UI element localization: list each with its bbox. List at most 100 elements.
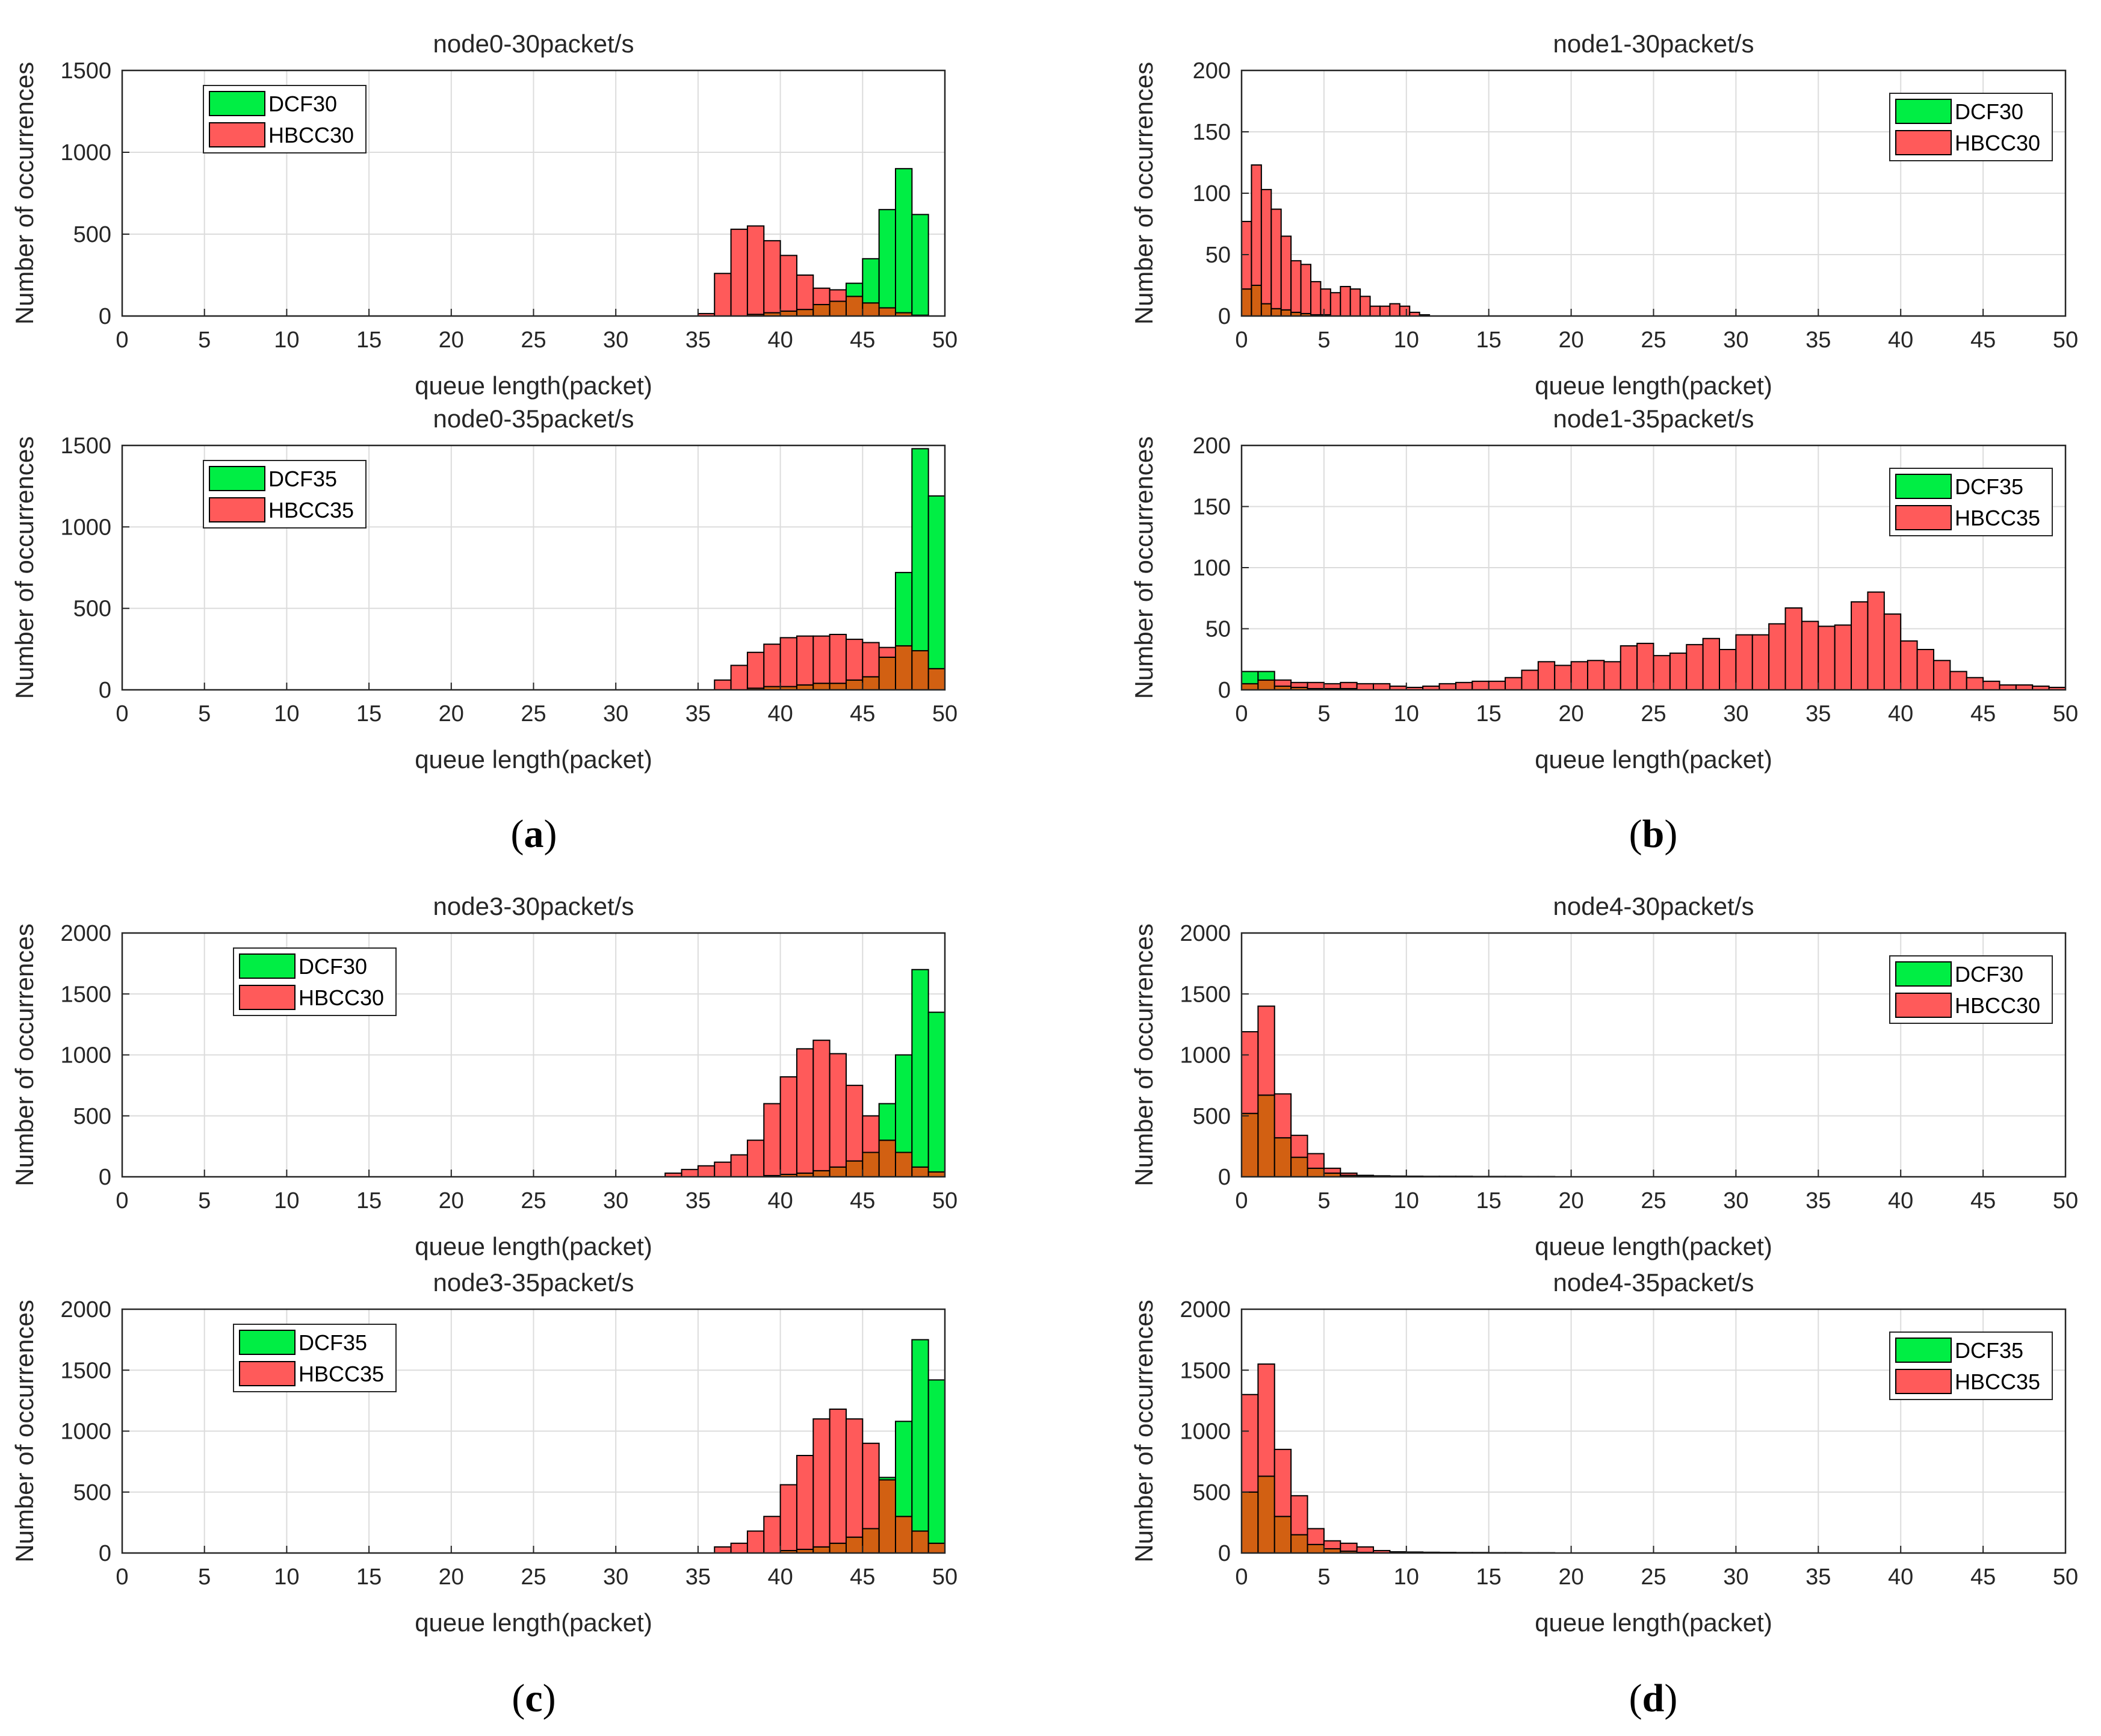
bar-HBCC30 <box>1260 188 1272 305</box>
legend: DCF35 HBCC35 <box>1889 468 2053 536</box>
bar-DCF35 <box>911 448 929 652</box>
bar-HBCC35 <box>1307 1528 1325 1545</box>
x-tick-label: 35 <box>685 701 711 727</box>
y-tick-label: 2000 <box>1180 1297 1231 1322</box>
bar-overlap <box>1273 1137 1292 1177</box>
legend-swatch <box>1895 99 1952 124</box>
bar-HBCC35 <box>1323 1540 1341 1549</box>
x-axis-label: queue length(packet) <box>415 371 652 400</box>
bar-HBCC30 <box>1369 305 1381 317</box>
x-tick-label: 50 <box>2053 1564 2078 1590</box>
y-tick-label: 50 <box>1205 617 1231 642</box>
chart-title: node0-30packet/s <box>433 29 634 58</box>
y-tick-label: 0 <box>1218 1165 1231 1190</box>
bar-overlap <box>1241 683 1259 690</box>
bar-overlap <box>1257 679 1275 691</box>
chart-panels: 0 5 10 15 20 25 30 35 40 45 50050010001500node0-30… <box>10 29 2078 1637</box>
bar-DCF30 <box>911 969 929 1168</box>
legend-label: HBCC30 <box>268 123 354 147</box>
chart-panel-1: 0 5 10 15 20 25 30 35 40 45 50 0 50 100 150 200 node1-30… <box>1130 29 2078 400</box>
x-tick-label: 20 <box>1558 1188 1583 1214</box>
bar-HBCC35 <box>1257 1363 1275 1477</box>
legend-label: DCF30 <box>1955 962 2023 987</box>
bar-DCF35 <box>927 1379 946 1544</box>
bar-overlap <box>845 679 864 691</box>
legend-label: DCF30 <box>1955 99 2023 124</box>
x-tick-label: 50 <box>932 1564 958 1590</box>
y-tick-label: 100 <box>1193 181 1231 206</box>
bar-HBCC35 <box>829 1409 847 1544</box>
x-tick-label: 15 <box>356 1188 382 1214</box>
x-tick-label: 40 <box>767 701 793 727</box>
x-axis-label: queue length(packet) <box>415 745 652 773</box>
bars <box>714 1339 946 1554</box>
x-tick-label: 10 <box>1394 1188 1419 1214</box>
bar-HBCC35 <box>862 642 880 678</box>
y-tick-label: 0 <box>1218 304 1231 329</box>
x-tick-label: 30 <box>1723 327 1748 353</box>
bar-overlap <box>862 1528 880 1554</box>
bar-HBCC35 <box>1570 661 1588 691</box>
y-tick-label: 2000 <box>60 1297 111 1322</box>
bar-overlap <box>862 676 880 691</box>
legend-label: DCF30 <box>299 954 367 979</box>
y-tick-label: 150 <box>1193 495 1231 520</box>
bar-HBCC35 <box>845 1418 864 1538</box>
bar-overlap <box>1280 309 1292 317</box>
y-tick-label: 0 <box>99 678 111 703</box>
x-tick-label: 45 <box>850 1188 875 1214</box>
bar-HBCC35 <box>1653 655 1671 691</box>
legend-swatch <box>1895 961 1952 987</box>
bar-overlap <box>1241 288 1252 317</box>
x-axis-label: queue length(packet) <box>1535 1608 1772 1637</box>
x-tick-label: 5 <box>198 327 211 353</box>
bar-HBCC30 <box>796 1048 814 1174</box>
bar-DCF35 <box>1257 671 1275 681</box>
x-tick-label: 25 <box>1641 1188 1666 1214</box>
x-tick-label: 0 <box>116 701 128 727</box>
y-tick-label: 1500 <box>60 433 111 459</box>
y-tick-label: 0 <box>99 1165 111 1190</box>
legend-swatch <box>1895 1338 1952 1363</box>
bar-HBCC35 <box>1307 681 1325 689</box>
legend-swatch <box>1895 1369 1952 1394</box>
bar-HBCC30 <box>1307 1153 1325 1169</box>
bar-HBCC30 <box>697 1165 716 1178</box>
y-tick-label: 1000 <box>60 1419 111 1445</box>
bar-HBCC35 <box>1488 680 1506 691</box>
bar-HBCC35 <box>763 643 781 687</box>
x-tick-label: 50 <box>2053 701 2078 727</box>
bar-HBCC30 <box>829 289 847 302</box>
x-tick-label: 40 <box>767 327 793 353</box>
legend-label: DCF35 <box>268 467 337 491</box>
x-tick-label: 15 <box>356 327 382 353</box>
bar-HBCC30 <box>812 287 831 305</box>
x-tick-label: 45 <box>1970 701 1996 727</box>
bar-DCF35 <box>878 1477 896 1481</box>
y-tick-label: 0 <box>99 304 111 329</box>
x-tick-label: 0 <box>1235 1564 1248 1590</box>
bar-HBCC35 <box>763 1516 781 1554</box>
bar-HBCC35 <box>1273 679 1292 687</box>
bar-overlap <box>1241 1112 1259 1177</box>
x-tick-label: 0 <box>116 1564 128 1590</box>
bar-HBCC30 <box>1280 235 1292 311</box>
bars <box>1241 1005 1556 1178</box>
chart-panel-3: 0 5 10 15 20 25 30 35 40 45 50 0 50 100 150 200 node1-35… <box>1130 405 2078 773</box>
x-tick-label: 25 <box>1641 701 1666 727</box>
y-tick-label: 0 <box>1218 678 1231 703</box>
bar-DCF30 <box>894 168 913 314</box>
bar-overlap <box>829 1166 847 1178</box>
y-tick-label: 150 <box>1193 120 1231 145</box>
bar-overlap <box>862 1152 880 1177</box>
x-tick-label: 20 <box>1558 701 1583 727</box>
bar-HBCC35 <box>1916 649 1934 691</box>
bar-HBCC35 <box>1340 1542 1358 1552</box>
bar-HBCC30 <box>1399 305 1411 317</box>
x-tick-label: 10 <box>274 701 299 727</box>
y-tick-label: 2000 <box>60 921 111 946</box>
legend-label: DCF30 <box>268 91 337 116</box>
bar-overlap <box>878 307 896 317</box>
legend-swatch <box>239 985 296 1010</box>
legend-label: HBCC35 <box>299 1362 384 1386</box>
